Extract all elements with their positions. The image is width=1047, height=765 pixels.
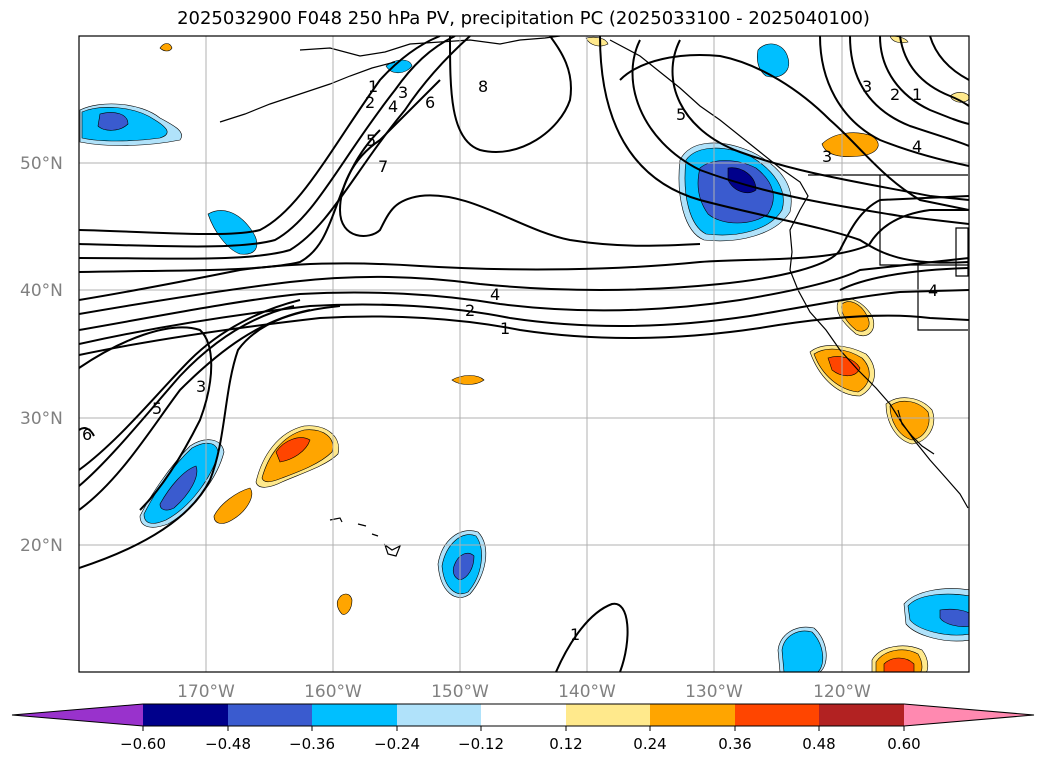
lat-label-20n: 20°N — [20, 536, 63, 556]
lon-label-130w: 130°W — [685, 682, 743, 702]
colorbar-tick-label: 0.24 — [633, 735, 666, 753]
contour-label: 5 — [366, 131, 376, 150]
colorbar-tick-label: −0.48 — [205, 735, 251, 753]
lon-label-150w: 150°W — [431, 682, 489, 702]
colorbar-segment — [735, 704, 819, 726]
lat-label-30n: 30°N — [20, 409, 63, 429]
contour-label: 1 — [368, 77, 378, 96]
colorbar-segment — [481, 704, 566, 726]
colorbar-tick-label: 0.60 — [887, 735, 920, 753]
contour-label: 8 — [478, 77, 488, 96]
colorbar-tick-label: 0.12 — [549, 735, 582, 753]
lat-label-40n: 40°N — [20, 281, 63, 301]
colorbar-tick-label: −0.60 — [120, 735, 166, 753]
lon-label-170w: 170°W — [177, 682, 235, 702]
contour-label: 7 — [378, 157, 388, 176]
contour-labels: 1 2 3 4 5 6 7 8 5 3 4 2 1 3 2 1 4 4 1 3 … — [82, 77, 938, 644]
lon-label-140w: 140°W — [558, 682, 616, 702]
contour-label: 4 — [388, 97, 398, 116]
pv-contours — [79, 36, 969, 672]
contour-label: 1 — [912, 85, 922, 104]
colorbar-segment — [566, 704, 650, 726]
contour-label: 4 — [490, 285, 500, 304]
contour-label: 1 — [570, 625, 580, 644]
lat-label-50n: 50°N — [20, 154, 63, 174]
lat-labels: 50°N 40°N 30°N 20°N — [20, 154, 63, 556]
coastlines — [219, 36, 969, 557]
colorbar-segment — [819, 704, 904, 726]
contour-label: 1 — [500, 319, 510, 338]
contour-label: 3 — [196, 377, 206, 396]
colorbar-segment — [312, 704, 397, 726]
contour-label: 3 — [398, 83, 408, 102]
contour-label: 5 — [676, 105, 686, 124]
colorbar-extend-right — [904, 704, 1034, 726]
colorbar-tick-label: 0.48 — [802, 735, 835, 753]
contour-label: 3 — [822, 147, 832, 166]
contour-label: 5 — [152, 399, 162, 418]
gridlines — [79, 36, 969, 672]
contour-label: 2 — [890, 85, 900, 104]
lon-label-120w: 120°W — [813, 682, 871, 702]
map-frame — [78, 35, 970, 673]
lon-label-160w: 160°W — [304, 682, 362, 702]
colorbar-segment — [143, 704, 228, 726]
contour-label: 2 — [365, 93, 375, 112]
colorbar-segment — [397, 704, 481, 726]
contour-label: 3 — [862, 77, 872, 96]
colorbar-ticks — [142, 726, 905, 731]
contour-label: 2 — [465, 301, 475, 320]
colorbar-tick-label: 0.36 — [718, 735, 751, 753]
colorbar-tick-label: −0.12 — [458, 735, 504, 753]
colorbar-segment — [650, 704, 735, 726]
contour-label: 6 — [425, 93, 435, 112]
lon-labels: 170°W 160°W 150°W 140°W 130°W 120°W — [177, 682, 871, 702]
map-area: 1 2 3 4 5 6 7 8 5 3 4 2 1 3 2 1 4 4 1 3 … — [79, 36, 969, 672]
contour-label: 6 — [82, 425, 92, 444]
colorbar-extend-left — [12, 704, 143, 726]
colorbar-tick-label: −0.36 — [289, 735, 335, 753]
colorbar-segment — [228, 704, 312, 726]
figure-title: 2025032900 F048 250 hPa PV, precipitatio… — [177, 8, 870, 29]
contour-label: 4 — [912, 137, 922, 156]
contour-label: 4 — [928, 281, 938, 300]
colorbar-tick-label: −0.24 — [374, 735, 420, 753]
colorbar: −0.60 −0.48 −0.36 −0.24 −0.12 0.12 0.24 … — [11, 703, 1035, 753]
